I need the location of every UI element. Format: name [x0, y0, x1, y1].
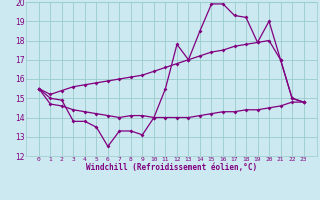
- X-axis label: Windchill (Refroidissement éolien,°C): Windchill (Refroidissement éolien,°C): [86, 163, 257, 172]
